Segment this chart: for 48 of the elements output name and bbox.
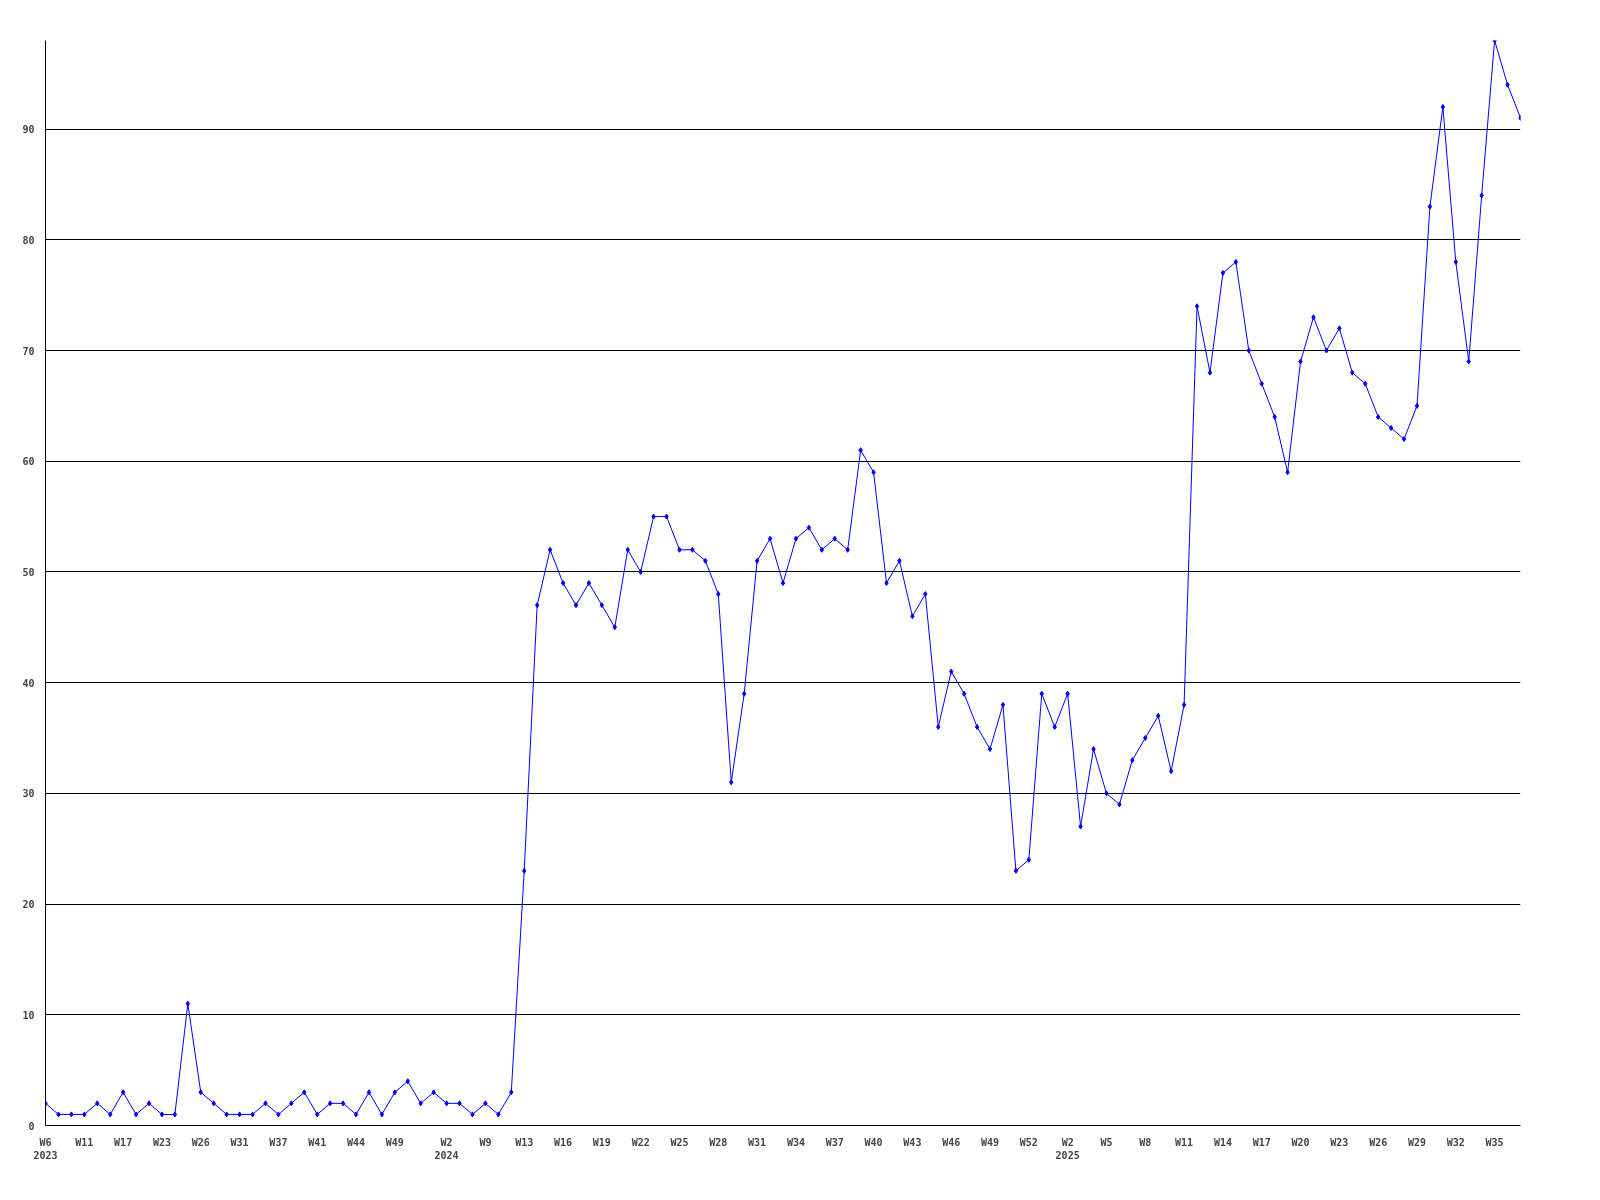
y-tick-label: 90 <box>22 124 35 136</box>
x-tick-label: W29 <box>1407 1136 1427 1148</box>
x-tick-label: W17 <box>114 1136 133 1148</box>
x-tick-label: W35 <box>1485 1136 1504 1148</box>
x-tick-label: W46 <box>942 1136 961 1148</box>
x-tick-label: W5 <box>1100 1136 1113 1148</box>
x-tick-label: W2 2024 <box>434 1136 459 1161</box>
x-tick-label: W26 <box>1369 1136 1388 1148</box>
x-tick-label: W14 <box>1213 1136 1232 1148</box>
y-tick-label: 70 <box>22 345 35 357</box>
y-tick-label: 20 <box>22 899 35 911</box>
y-tick-label: 10 <box>22 1009 35 1021</box>
x-tick-label: W8 <box>1139 1136 1152 1148</box>
x-tick-label: W32 <box>1446 1136 1465 1148</box>
y-tick-label: 40 <box>22 677 35 689</box>
x-tick-label: W6 2023 <box>33 1136 58 1161</box>
x-tick-label: W31 <box>748 1136 767 1148</box>
x-tick-label: W17 <box>1252 1136 1271 1148</box>
x-tick-label: W11 <box>75 1136 94 1148</box>
x-tick-label: W19 <box>592 1136 611 1148</box>
x-tick-label: W9 <box>479 1136 492 1148</box>
x-tick-label: W25 <box>670 1136 689 1148</box>
x-tick-label: W20 <box>1291 1136 1310 1148</box>
x-tick-label: W37 <box>269 1136 288 1148</box>
x-tick-label: W16 <box>554 1136 573 1148</box>
x-tick-label: W49 <box>980 1136 1000 1148</box>
y-tick-label: 0 <box>28 1120 35 1132</box>
y-tick-label: 60 <box>22 456 35 468</box>
x-tick-label: W28 <box>709 1136 728 1148</box>
x-tick-label: W22 <box>631 1136 650 1148</box>
x-tick-label: W11 <box>1175 1136 1194 1148</box>
y-tick-label: 50 <box>22 566 35 578</box>
y-tick-label: 80 <box>22 234 35 246</box>
x-tick-label: W23 <box>152 1136 171 1148</box>
x-tick-label: W40 <box>864 1136 883 1148</box>
x-tick-label: W37 <box>825 1136 844 1148</box>
x-tick-label: W44 <box>347 1136 366 1148</box>
x-tick-label: W26 <box>191 1136 210 1148</box>
y-tick-label: 30 <box>22 788 35 800</box>
x-tick-label: W31 <box>230 1136 249 1148</box>
x-tick-label: W2 2025 <box>1055 1136 1080 1161</box>
x-tick-label: W49 <box>385 1136 404 1148</box>
x-tick-label: W34 <box>786 1136 805 1148</box>
x-tick-label: W23 <box>1330 1136 1349 1148</box>
x-tick-label: W52 <box>1019 1136 1038 1148</box>
x-tick-label: W13 <box>515 1136 534 1148</box>
x-tick-label: W41 <box>308 1136 327 1148</box>
x-tick-label: W43 <box>903 1136 922 1148</box>
